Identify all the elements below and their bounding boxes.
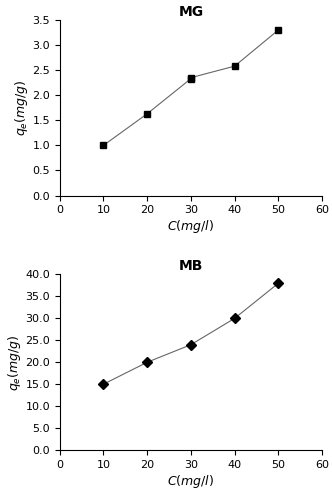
Y-axis label: $\it{q_e}$$(mg/g)$: $\it{q_e}$$(mg/g)$ [13,80,30,136]
Y-axis label: $\it{q_e}$$(mg/g)$: $\it{q_e}$$(mg/g)$ [6,334,23,390]
Title: MG: MG [178,5,204,19]
X-axis label: $\it{C}$$(mg/l)$: $\it{C}$$(mg/l)$ [167,218,214,235]
X-axis label: $\it{C}$$(mg/l)$: $\it{C}$$(mg/l)$ [167,472,214,490]
Title: MB: MB [179,260,203,274]
